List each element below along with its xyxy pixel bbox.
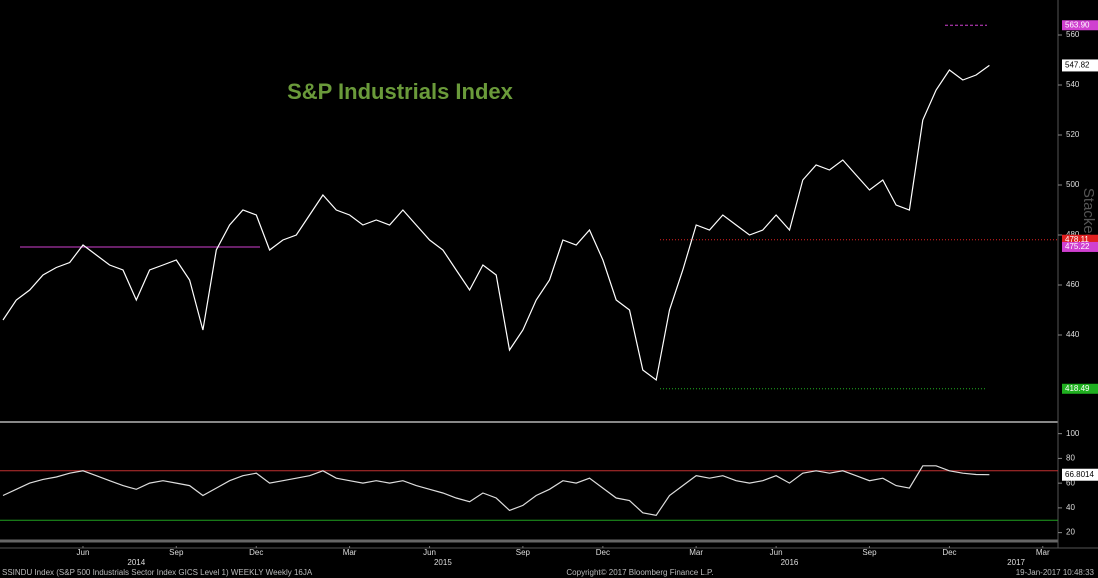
level-label: 563.90 [1065,20,1090,29]
last-value-box [1062,59,1098,72]
x-year-label: 2016 [781,558,799,567]
y-tick-label: 560 [1066,30,1080,39]
x-tick-label: Jun [770,548,783,557]
footer-center: Copyright© 2017 Bloomberg Finance L.P. [566,568,713,577]
x-year-label: 2014 [127,558,145,567]
level-label: 478.11 [1065,235,1089,244]
x-tick-label: Mar [1036,548,1050,557]
x-tick-label: Dec [596,548,610,557]
series-line [2,465,990,516]
x-tick-label: Dec [942,548,956,557]
level-box [1062,20,1098,31]
level-box [1062,383,1098,394]
y-tick-label: 20 [1066,528,1075,537]
y-tick-label: 520 [1066,130,1080,139]
y-tick-label: 500 [1066,180,1080,189]
series-line [2,64,990,382]
x-year-label: 2017 [1007,558,1025,567]
x-tick-label: Jun [423,548,436,557]
x-tick-label: Sep [516,548,531,557]
y-tick-label: 40 [1066,503,1075,512]
y-tick-label: 100 [1066,429,1080,438]
y-tick-label: 440 [1066,330,1080,339]
chart-title: S&P Industrials Index [287,79,514,104]
x-tick-label: Mar [343,548,357,557]
y-tick-label: 460 [1066,280,1080,289]
x-tick-label: Dec [249,548,263,557]
y-tick-label: 60 [1066,478,1075,487]
y-tick-label: 480 [1066,230,1080,239]
x-year-label: 2015 [434,558,452,567]
y-tick-label: 80 [1066,454,1075,463]
side-label: Stacked [1080,188,1097,242]
y-tick-label: 540 [1066,80,1080,89]
level-label: 418.49 [1065,384,1090,393]
footer-right: 19-Jan-2017 10:48:33 [1016,568,1095,577]
last-value-box [1062,468,1098,481]
x-tick-label: Mar [689,548,703,557]
x-tick-label: Sep [169,548,184,557]
x-tick-label: Sep [862,548,877,557]
last-value-label: 66.8014 [1065,470,1094,479]
level-label: 475.22 [1065,242,1090,251]
x-tick-label: Jun [77,548,90,557]
level-box [1062,234,1098,245]
level-box [1062,241,1098,252]
last-value-label: 547.82 [1065,61,1090,70]
footer-left: SSINDU Index (S&P 500 Industrials Sector… [2,568,313,577]
